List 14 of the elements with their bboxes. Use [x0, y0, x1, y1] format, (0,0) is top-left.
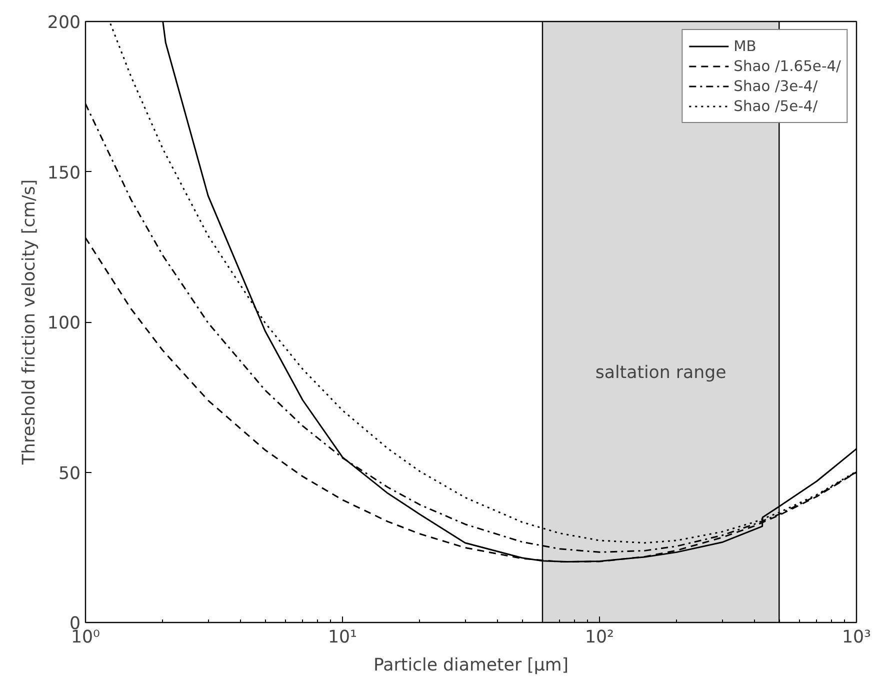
legend-label: MB — [734, 38, 756, 54]
x-tick-label: 10¹ — [328, 628, 357, 648]
y-tick-label: 200 — [47, 13, 81, 33]
y-tick-label: 150 — [47, 163, 81, 184]
y-tick-label: 100 — [47, 314, 81, 334]
x-tick-label: 10³ — [842, 628, 872, 648]
band-label: saltation range — [595, 363, 726, 384]
y-tick-label: 50 — [58, 464, 81, 484]
x-tick-label: 10² — [585, 628, 614, 648]
y-axis-title: Threshold friction velocity [cm/s] — [19, 179, 40, 466]
x-axis-title: Particle diameter [μm] — [373, 656, 569, 676]
legend-label: Shao /3e-4/ — [734, 78, 818, 94]
legend-label: Shao /5e-4/ — [734, 98, 818, 114]
legend-label: Shao /1.65e-4/ — [734, 58, 841, 74]
